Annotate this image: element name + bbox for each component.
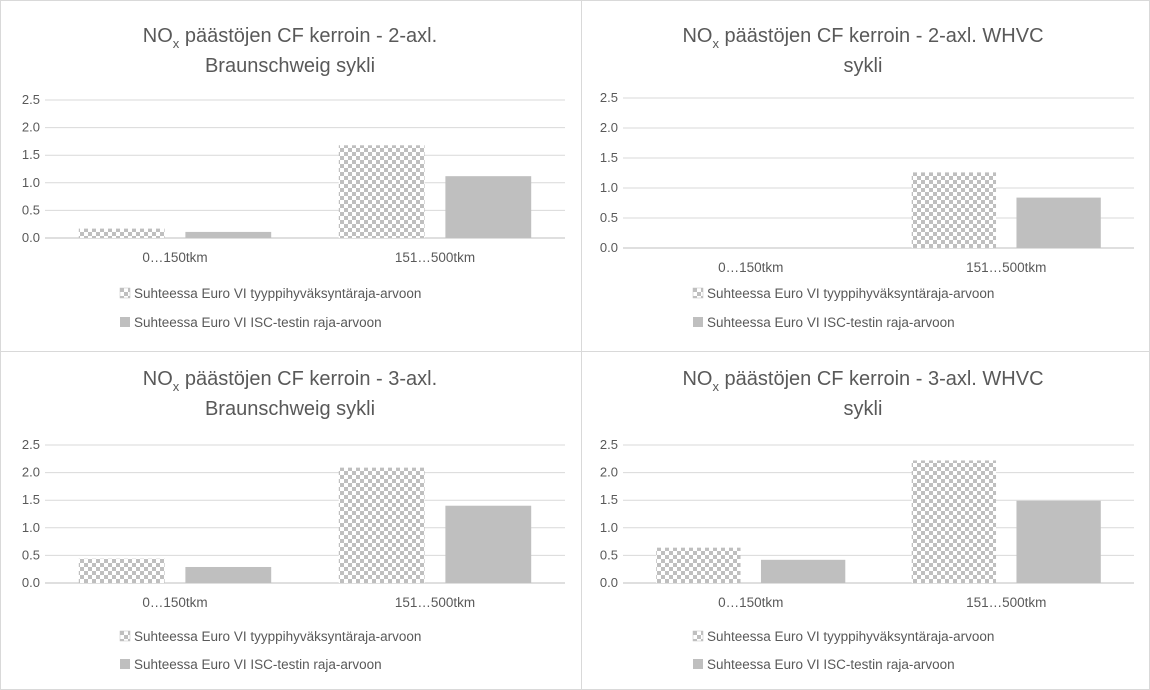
chart-panel-0: NOx päästöjen CF kerroin - 2-axl. Braunsc… — [0, 0, 582, 352]
bar-solid-0 — [185, 231, 272, 238]
chart-title-subscript: x — [712, 379, 719, 394]
legend-label: Suhteessa Euro VI ISC-testin raja-arvoon — [707, 315, 955, 330]
chart-title-line1: NOx päästöjen CF kerroin - 2-axl. — [143, 25, 437, 51]
chart-title-subscript: x — [173, 379, 180, 394]
legend-swatch-solid — [693, 659, 703, 669]
y-tick-label: 1.5 — [600, 492, 618, 507]
bar-checker-0 — [656, 547, 741, 583]
legend-label: Suhteessa Euro VI tyyppihyväksyntäraja-a… — [707, 629, 994, 644]
chart-title-line1: NOx päästöjen CF kerroin - 3-axl. WHVC — [682, 368, 1043, 394]
y-tick-label: 0.0 — [600, 240, 618, 255]
chart-title-line1: NOx päästöjen CF kerroin - 3-axl. — [143, 368, 437, 394]
chart-svg-0: NOx päästöjen CF kerroin - 2-axl. Braunsc… — [22, 25, 565, 330]
y-tick-label: 2.0 — [600, 120, 618, 135]
category-label: 0…150tkm — [718, 595, 783, 610]
legend-swatch-checker — [119, 287, 131, 299]
category-label: 0…150tkm — [142, 595, 207, 610]
category-label: 151…500tkm — [395, 595, 475, 610]
y-tick-label: 2.5 — [600, 437, 618, 452]
chart-svg-3: NOx päästöjen CF kerroin - 3-axl. WHVC sy… — [600, 368, 1134, 672]
y-tick-label: 0.0 — [22, 230, 40, 245]
legend-label: Suhteessa Euro VI ISC-testin raja-arvoon — [134, 657, 382, 672]
y-tick-label: 2.5 — [22, 437, 40, 452]
y-tick-label: 2.0 — [22, 465, 40, 480]
y-tick-label: 0.5 — [600, 547, 618, 562]
chart-title-rest: päästöjen CF kerroin - 3-axl. WHVC — [719, 368, 1044, 390]
bar-solid-1 — [445, 505, 532, 583]
chart-panel-3: NOx päästöjen CF kerroin - 3-axl. WHVC sy… — [581, 351, 1150, 690]
y-tick-label: 1.5 — [600, 150, 618, 165]
bar-checker-1 — [911, 172, 997, 248]
legend-label: Suhteessa Euro VI ISC-testin raja-arvoon — [134, 315, 382, 330]
chart-title-line2: Braunschweig sykli — [205, 398, 375, 420]
chart-title-line2: sykli — [844, 398, 883, 420]
legend-swatch-solid — [120, 659, 130, 669]
chart-title-rest: päästöjen CF kerroin - 2-axl. — [179, 25, 437, 47]
category-label: 151…500tkm — [966, 595, 1046, 610]
bar-checker-0 — [78, 558, 165, 583]
y-tick-label: 2.0 — [22, 120, 40, 135]
legend-swatch-solid — [693, 317, 703, 327]
chart-title-main: NO — [682, 368, 712, 390]
chart-title-subscript: x — [173, 36, 180, 51]
legend-swatch-solid — [120, 317, 130, 327]
chart-panel-1: NOx päästöjen CF kerroin - 2-axl. WHVC sy… — [581, 0, 1150, 352]
y-tick-label: 1.5 — [22, 147, 40, 162]
chart-title-rest: päästöjen CF kerroin - 2-axl. WHVC — [719, 25, 1044, 47]
bar-checker-1 — [911, 460, 997, 583]
y-tick-label: 1.0 — [600, 180, 618, 195]
category-label: 151…500tkm — [395, 250, 475, 265]
legend-label: Suhteessa Euro VI ISC-testin raja-arvoon — [707, 657, 955, 672]
bar-solid-1 — [1016, 500, 1101, 583]
chart-svg-2: NOx päästöjen CF kerroin - 3-axl. Braunsc… — [22, 368, 565, 672]
bar-solid-1 — [445, 176, 532, 238]
y-tick-label: 2.0 — [600, 465, 618, 480]
legend-label: Suhteessa Euro VI tyyppihyväksyntäraja-a… — [134, 629, 421, 644]
chart-title-line2: sykli — [844, 55, 883, 77]
chart-panel-2: NOx päästöjen CF kerroin - 3-axl. Braunsc… — [0, 351, 582, 690]
y-tick-label: 0.5 — [22, 202, 40, 217]
chart-title-main: NO — [682, 25, 712, 47]
y-tick-label: 2.5 — [22, 92, 40, 107]
category-label: 151…500tkm — [966, 260, 1046, 275]
legend-label: Suhteessa Euro VI tyyppihyväksyntäraja-a… — [707, 286, 994, 301]
legend-swatch-checker — [692, 287, 704, 299]
chart-title-subscript: x — [712, 36, 719, 51]
chart-title-main: NO — [143, 25, 173, 47]
category-label: 0…150tkm — [718, 260, 783, 275]
legend-swatch-checker — [692, 630, 704, 642]
y-tick-label: 1.0 — [600, 520, 618, 535]
y-tick-label: 0.5 — [600, 210, 618, 225]
y-tick-label: 1.5 — [22, 492, 40, 507]
y-tick-label: 0.5 — [22, 547, 40, 562]
chart-svg-1: NOx päästöjen CF kerroin - 2-axl. WHVC sy… — [600, 25, 1134, 330]
bar-checker-0 — [78, 228, 165, 238]
y-tick-label: 2.5 — [600, 90, 618, 105]
bar-solid-0 — [760, 559, 846, 583]
chart-title-line2: Braunschweig sykli — [205, 55, 375, 77]
chart-title-rest: päästöjen CF kerroin - 3-axl. — [179, 368, 437, 390]
bar-checker-1 — [338, 145, 425, 238]
bar-solid-1 — [1016, 197, 1101, 248]
y-tick-label: 0.0 — [22, 575, 40, 590]
category-label: 0…150tkm — [142, 250, 207, 265]
chart-title-main: NO — [143, 368, 173, 390]
bar-solid-0 — [185, 566, 272, 583]
legend-swatch-checker — [119, 630, 131, 642]
y-tick-label: 1.0 — [22, 175, 40, 190]
bar-checker-1 — [338, 467, 425, 583]
chart-title-line1: NOx päästöjen CF kerroin - 2-axl. WHVC — [682, 25, 1043, 51]
y-tick-label: 1.0 — [22, 520, 40, 535]
y-tick-label: 0.0 — [600, 575, 618, 590]
legend-label: Suhteessa Euro VI tyyppihyväksyntäraja-a… — [134, 286, 421, 301]
